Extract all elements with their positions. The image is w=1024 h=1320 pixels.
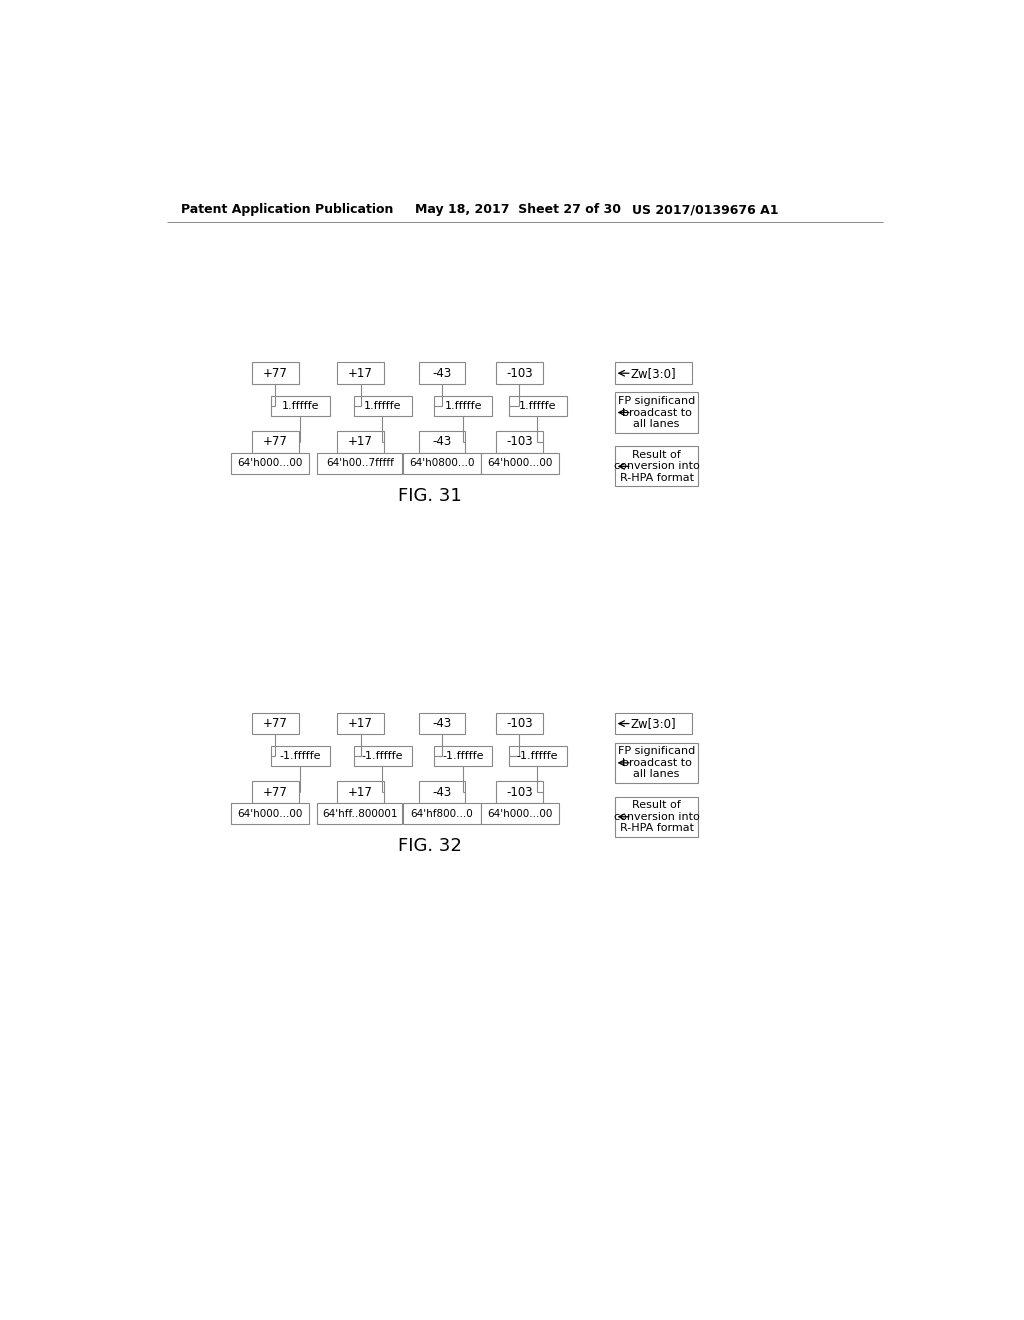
FancyBboxPatch shape [419, 781, 465, 803]
Text: 1.fffffe: 1.fffffe [282, 400, 319, 411]
Text: 1.fffffe: 1.fffffe [519, 400, 556, 411]
FancyBboxPatch shape [252, 363, 299, 384]
Text: -1.fffffe: -1.fffffe [280, 751, 322, 760]
Text: -43: -43 [432, 436, 452, 449]
Text: -103: -103 [506, 367, 532, 380]
FancyBboxPatch shape [337, 430, 384, 453]
Text: 64'h000...00: 64'h000...00 [238, 809, 302, 818]
FancyBboxPatch shape [271, 746, 330, 766]
Text: -1.fffffe: -1.fffffe [442, 751, 484, 760]
Text: US 2017/0139676 A1: US 2017/0139676 A1 [632, 203, 778, 216]
FancyBboxPatch shape [419, 713, 465, 734]
FancyBboxPatch shape [614, 713, 692, 734]
FancyBboxPatch shape [434, 396, 493, 416]
Text: -103: -103 [506, 717, 532, 730]
Text: Patent Application Publication: Patent Application Publication [180, 203, 393, 216]
Text: 64'h00..7fffff: 64'h00..7fffff [326, 458, 393, 469]
FancyBboxPatch shape [481, 803, 559, 825]
Text: Result of
conversion into
R-HPA format: Result of conversion into R-HPA format [613, 450, 699, 483]
FancyBboxPatch shape [337, 713, 384, 734]
Text: -1.fffffe: -1.fffffe [361, 751, 403, 760]
Text: Zw[3:0]: Zw[3:0] [631, 367, 676, 380]
Text: FIG. 31: FIG. 31 [398, 487, 462, 504]
FancyBboxPatch shape [337, 781, 384, 803]
FancyBboxPatch shape [337, 363, 384, 384]
FancyBboxPatch shape [252, 713, 299, 734]
Text: FP significand
broadcast to
all lanes: FP significand broadcast to all lanes [617, 746, 695, 779]
Text: 1.fffffe: 1.fffffe [444, 400, 482, 411]
FancyBboxPatch shape [403, 803, 480, 825]
Text: +77: +77 [263, 436, 288, 449]
Text: 64'hf800...0: 64'hf800...0 [411, 809, 473, 818]
FancyBboxPatch shape [614, 446, 698, 487]
Text: +17: +17 [348, 436, 373, 449]
Text: -43: -43 [432, 717, 452, 730]
Text: +77: +77 [263, 367, 288, 380]
FancyBboxPatch shape [496, 430, 543, 453]
FancyBboxPatch shape [614, 743, 698, 783]
Text: May 18, 2017  Sheet 27 of 30: May 18, 2017 Sheet 27 of 30 [415, 203, 621, 216]
FancyBboxPatch shape [509, 396, 566, 416]
FancyBboxPatch shape [317, 453, 402, 474]
Text: 64'hff..800001: 64'hff..800001 [322, 809, 397, 818]
Text: -103: -103 [506, 436, 532, 449]
FancyBboxPatch shape [614, 797, 698, 837]
Text: 64'h000...00: 64'h000...00 [238, 458, 302, 469]
Text: +77: +77 [263, 785, 288, 799]
Text: +17: +17 [348, 785, 373, 799]
Text: FIG. 32: FIG. 32 [398, 837, 462, 855]
Text: -43: -43 [432, 367, 452, 380]
FancyBboxPatch shape [419, 430, 465, 453]
FancyBboxPatch shape [496, 713, 543, 734]
Text: 64'h000...00: 64'h000...00 [487, 809, 553, 818]
Text: +17: +17 [348, 717, 373, 730]
Text: Zw[3:0]: Zw[3:0] [631, 717, 676, 730]
FancyBboxPatch shape [231, 803, 308, 825]
FancyBboxPatch shape [252, 430, 299, 453]
Text: +77: +77 [263, 717, 288, 730]
FancyBboxPatch shape [614, 363, 692, 384]
FancyBboxPatch shape [481, 453, 559, 474]
FancyBboxPatch shape [231, 453, 308, 474]
Text: 64'h0800...0: 64'h0800...0 [410, 458, 475, 469]
FancyBboxPatch shape [317, 803, 402, 825]
FancyBboxPatch shape [434, 746, 493, 766]
FancyBboxPatch shape [614, 392, 698, 433]
FancyBboxPatch shape [271, 396, 330, 416]
FancyBboxPatch shape [353, 396, 412, 416]
FancyBboxPatch shape [419, 363, 465, 384]
Text: -103: -103 [506, 785, 532, 799]
FancyBboxPatch shape [353, 746, 412, 766]
Text: 1.fffffe: 1.fffffe [364, 400, 401, 411]
FancyBboxPatch shape [509, 746, 566, 766]
FancyBboxPatch shape [496, 363, 543, 384]
Text: +17: +17 [348, 367, 373, 380]
FancyBboxPatch shape [252, 781, 299, 803]
FancyBboxPatch shape [403, 453, 480, 474]
Text: -43: -43 [432, 785, 452, 799]
Text: 64'h000...00: 64'h000...00 [487, 458, 553, 469]
Text: Result of
conversion into
R-HPA format: Result of conversion into R-HPA format [613, 800, 699, 833]
FancyBboxPatch shape [496, 781, 543, 803]
Text: FP significand
broadcast to
all lanes: FP significand broadcast to all lanes [617, 396, 695, 429]
Text: -1.fffffe: -1.fffffe [517, 751, 558, 760]
